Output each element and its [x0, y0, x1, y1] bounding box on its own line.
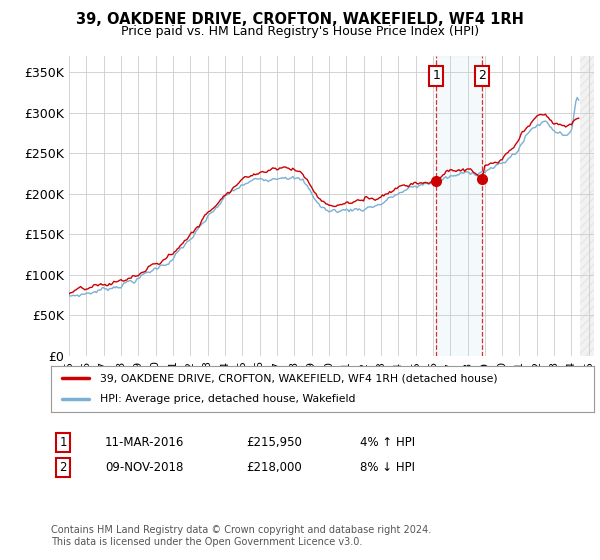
Text: 1: 1 [59, 436, 67, 449]
Text: Contains HM Land Registry data © Crown copyright and database right 2024.
This d: Contains HM Land Registry data © Crown c… [51, 525, 431, 547]
Text: 09-NOV-2018: 09-NOV-2018 [105, 461, 184, 474]
Bar [436, 56, 482, 356]
Text: 11-MAR-2016: 11-MAR-2016 [105, 436, 184, 449]
Text: 39, OAKDENE DRIVE, CROFTON, WAKEFIELD, WF4 1RH: 39, OAKDENE DRIVE, CROFTON, WAKEFIELD, W… [76, 12, 524, 27]
Text: 2: 2 [59, 461, 67, 474]
Text: 2: 2 [478, 69, 487, 82]
Bar [580, 56, 600, 356]
Text: 8% ↓ HPI: 8% ↓ HPI [360, 461, 415, 474]
Text: £218,000: £218,000 [246, 461, 302, 474]
Text: 4% ↑ HPI: 4% ↑ HPI [360, 436, 415, 449]
Text: Price paid vs. HM Land Registry's House Price Index (HPI): Price paid vs. HM Land Registry's House … [121, 25, 479, 38]
Text: 39, OAKDENE DRIVE, CROFTON, WAKEFIELD, WF4 1RH (detached house): 39, OAKDENE DRIVE, CROFTON, WAKEFIELD, W… [100, 373, 497, 383]
Text: HPI: Average price, detached house, Wakefield: HPI: Average price, detached house, Wake… [100, 394, 355, 404]
Text: £215,950: £215,950 [246, 436, 302, 449]
Text: 1: 1 [432, 69, 440, 82]
